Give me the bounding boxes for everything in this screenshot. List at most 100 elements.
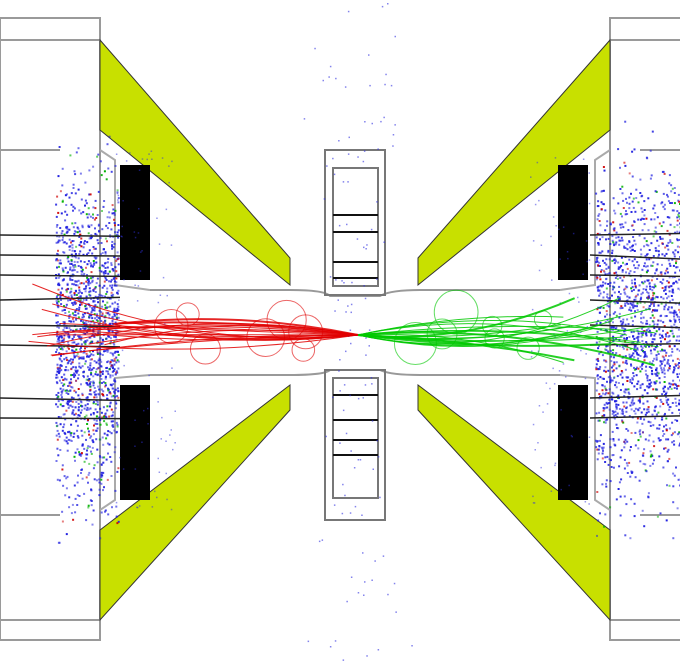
hit bbox=[667, 399, 669, 401]
hit bbox=[114, 446, 116, 448]
hit bbox=[98, 294, 100, 296]
hit bbox=[618, 439, 620, 441]
stray-hit bbox=[162, 157, 164, 159]
hit bbox=[653, 305, 655, 307]
hit bbox=[110, 393, 112, 395]
hit bbox=[72, 247, 74, 249]
hit bbox=[116, 431, 118, 433]
hit bbox=[643, 214, 645, 216]
hit bbox=[606, 288, 608, 290]
hit bbox=[85, 404, 87, 406]
stray-hit bbox=[552, 368, 554, 370]
hit bbox=[56, 258, 58, 260]
hit bbox=[622, 262, 624, 264]
hit bbox=[633, 198, 635, 200]
hit bbox=[650, 425, 652, 427]
hit bbox=[599, 265, 601, 267]
stray-hit bbox=[537, 442, 539, 444]
stray-hit bbox=[348, 153, 350, 155]
hit bbox=[114, 280, 116, 282]
hit bbox=[57, 406, 59, 408]
hit bbox=[662, 238, 664, 240]
hit bbox=[676, 224, 678, 226]
hit bbox=[117, 231, 119, 233]
hit bbox=[95, 248, 97, 250]
hit bbox=[110, 228, 112, 230]
hit bbox=[86, 213, 88, 215]
hit bbox=[665, 335, 667, 337]
hit bbox=[66, 359, 68, 361]
stray-hit bbox=[166, 499, 168, 501]
hit bbox=[622, 307, 624, 309]
stray-hit bbox=[171, 367, 173, 369]
hit bbox=[82, 478, 84, 480]
hit bbox=[56, 196, 58, 198]
hit bbox=[74, 269, 76, 271]
hit bbox=[656, 389, 658, 391]
hit bbox=[65, 267, 67, 269]
hit bbox=[84, 347, 86, 349]
hit bbox=[625, 439, 627, 441]
hit bbox=[668, 367, 670, 369]
hit bbox=[82, 445, 84, 447]
hit bbox=[607, 305, 609, 307]
hit bbox=[660, 367, 662, 369]
hit bbox=[647, 245, 649, 247]
hit bbox=[77, 394, 79, 396]
hit bbox=[115, 361, 117, 363]
hit bbox=[656, 330, 658, 332]
hit bbox=[96, 430, 98, 432]
hit bbox=[90, 277, 92, 279]
hit bbox=[674, 202, 676, 204]
hit bbox=[111, 264, 113, 266]
hit bbox=[621, 223, 623, 225]
hit bbox=[87, 252, 89, 254]
hit bbox=[653, 286, 655, 288]
stray-hit bbox=[137, 300, 139, 302]
hit bbox=[56, 302, 58, 304]
hit bbox=[107, 434, 109, 436]
stray-hit bbox=[141, 442, 143, 444]
hit bbox=[111, 384, 113, 386]
hit bbox=[59, 380, 61, 382]
hit bbox=[625, 369, 627, 371]
hit bbox=[676, 216, 678, 218]
stray-hit bbox=[533, 502, 535, 504]
hit bbox=[649, 379, 651, 381]
stray-hit bbox=[347, 181, 349, 183]
hit bbox=[653, 323, 655, 325]
hit bbox=[634, 369, 636, 371]
hit bbox=[71, 263, 73, 265]
hit bbox=[56, 216, 58, 218]
hit bbox=[666, 280, 668, 282]
hit bbox=[658, 455, 660, 457]
hit bbox=[79, 291, 81, 293]
hit bbox=[116, 422, 118, 424]
hit bbox=[72, 342, 74, 344]
hit bbox=[72, 313, 74, 315]
hit bbox=[619, 188, 621, 190]
stray-hit bbox=[161, 438, 163, 440]
hit bbox=[73, 267, 75, 269]
hit bbox=[668, 259, 670, 261]
hit bbox=[664, 315, 666, 317]
hit bbox=[79, 304, 81, 306]
hit bbox=[56, 448, 58, 450]
hit bbox=[74, 303, 76, 305]
stray-hit bbox=[129, 152, 131, 154]
stray-hit bbox=[358, 459, 360, 461]
hit bbox=[62, 267, 64, 269]
hit bbox=[639, 179, 641, 181]
hit bbox=[639, 398, 641, 400]
hit bbox=[102, 287, 104, 289]
hit bbox=[630, 310, 632, 312]
hit bbox=[95, 200, 97, 202]
hit bbox=[674, 419, 676, 421]
hit bbox=[83, 358, 85, 360]
hit bbox=[73, 341, 75, 343]
stray-hit bbox=[342, 513, 344, 515]
hit bbox=[616, 424, 618, 426]
hit bbox=[677, 214, 679, 216]
hit bbox=[105, 370, 107, 372]
hit bbox=[664, 272, 666, 274]
